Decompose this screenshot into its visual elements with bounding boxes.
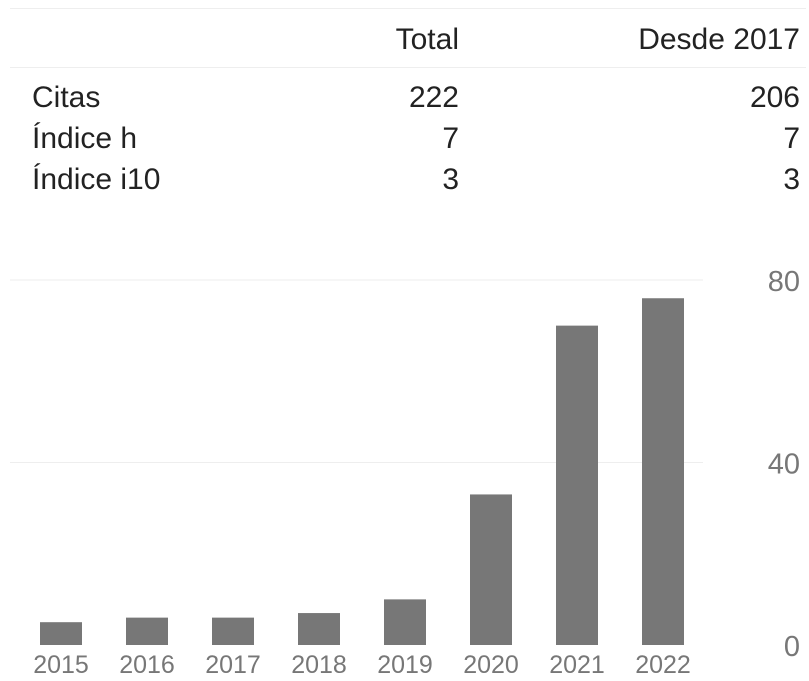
row-since-value: 7 — [783, 122, 800, 155]
y-tick-label: 0 — [784, 631, 800, 663]
bar — [126, 617, 168, 645]
row-total-value: 222 — [408, 81, 459, 114]
row-since-value: 206 — [749, 81, 800, 114]
header-total: Total — [395, 23, 459, 56]
row-since-value: 3 — [783, 163, 800, 196]
y-tick-label: 40 — [768, 449, 800, 481]
bar — [298, 613, 340, 645]
row-label: Citas — [32, 81, 101, 114]
table-row: Citas 222 206 — [10, 81, 806, 122]
x-tick-label: 2016 — [119, 651, 175, 676]
row-total-value: 7 — [442, 122, 459, 155]
bar — [556, 325, 598, 645]
x-tick-label: 2017 — [205, 651, 261, 676]
x-tick-label: 2020 — [463, 651, 519, 676]
table-top-rule — [10, 8, 806, 9]
table-row: Índice h 7 7 — [10, 122, 806, 163]
row-total-value: 3 — [442, 163, 459, 196]
bar — [470, 494, 512, 645]
citation-stats-table: Total Desde 2017 Citas 222 206 Índice h … — [10, 8, 806, 204]
header-since-2017: Desde 2017 — [638, 23, 800, 56]
bar — [384, 599, 426, 645]
bar — [40, 622, 82, 645]
x-tick-label: 2022 — [635, 651, 691, 676]
bar — [212, 617, 254, 645]
table-row: Índice i10 3 3 — [10, 163, 806, 204]
header-rule — [10, 67, 806, 68]
x-tick-label: 2018 — [291, 651, 347, 676]
x-tick-label: 2021 — [549, 651, 605, 676]
x-tick-label: 2015 — [33, 651, 89, 676]
row-label: Índice h — [32, 122, 138, 155]
bar — [642, 298, 684, 645]
row-label: Índice i10 — [32, 163, 161, 196]
table-header-row: Total Desde 2017 — [10, 9, 806, 67]
y-tick-label: 80 — [768, 266, 800, 298]
x-tick-label: 2019 — [377, 651, 433, 676]
